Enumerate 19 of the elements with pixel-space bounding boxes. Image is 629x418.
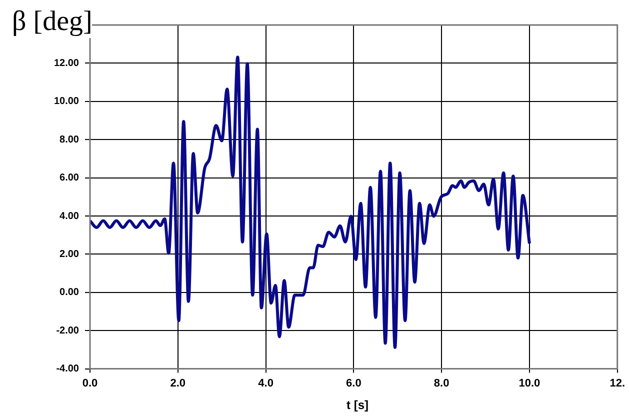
y-tick-label: 2.00 — [60, 248, 80, 260]
y-tick-label: -4.00 — [56, 364, 80, 375]
y-tick-label: 10.00 — [54, 96, 80, 108]
x-axis-title: t [s] — [346, 398, 370, 412]
x-tick-label: 6.0 — [346, 377, 362, 390]
line-series — [90, 56, 531, 349]
x-tick-label: 4.0 — [258, 377, 274, 390]
y-tick-label: 0.00 — [60, 287, 80, 298]
x-tick-label: 0.0 — [82, 377, 98, 390]
y-axis-title: β [deg] — [12, 6, 92, 38]
y-tick-label: 6.00 — [60, 172, 80, 184]
x-tick-label: 2.0 — [170, 377, 186, 390]
y-tick-label: 8.00 — [60, 134, 80, 146]
y-tick-label: 4.00 — [60, 210, 80, 222]
x-tick-label: 8.0 — [434, 377, 450, 390]
x-tick-label: 12. — [610, 377, 626, 390]
y-tick-label: -2.00 — [56, 325, 80, 336]
y-tick-label: 12.00 — [54, 58, 80, 69]
x-tick-label: 10.0 — [518, 377, 540, 390]
